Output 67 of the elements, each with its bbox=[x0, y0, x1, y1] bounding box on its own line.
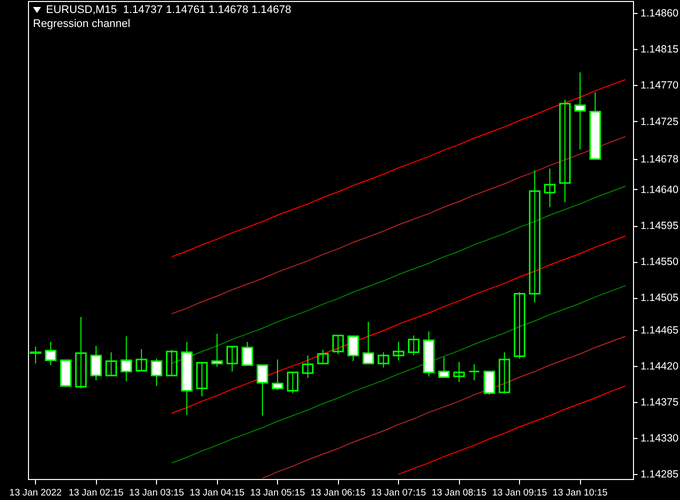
line-series bbox=[171, 136, 626, 314]
y-tick-label: 1.14375 bbox=[640, 396, 679, 409]
candlestick bbox=[574, 72, 586, 150]
y-tick-label: 1.14550 bbox=[640, 256, 679, 268]
candlestick bbox=[408, 334, 420, 356]
y-tick-label: 1.14420 bbox=[640, 360, 679, 372]
y-tick-label: 1.14595 bbox=[640, 220, 679, 232]
x-tick-label: 13 Jan 10:15 bbox=[552, 488, 608, 498]
candlestick bbox=[120, 336, 132, 382]
y-tick-label: 1.14815 bbox=[640, 44, 679, 56]
y-tick-label: 1.14678 bbox=[640, 153, 679, 166]
candlestick bbox=[256, 364, 268, 416]
text: Regression channel bbox=[33, 17, 132, 31]
x-tick-label: 13 Jan 07:15 bbox=[371, 488, 426, 498]
candlestick bbox=[317, 349, 329, 364]
candlestick bbox=[75, 316, 87, 389]
line-series bbox=[171, 186, 626, 364]
candlestick bbox=[272, 359, 284, 390]
candlestick bbox=[44, 341, 56, 366]
line-series bbox=[262, 336, 626, 479]
x-tick-label: 13 Jan 05:15 bbox=[250, 488, 306, 498]
y-tick-label: 1.14465 bbox=[640, 324, 679, 336]
candlestick bbox=[378, 352, 390, 368]
x-tick-label: 13 Jan 03:15 bbox=[129, 488, 184, 498]
candlestick bbox=[453, 361, 465, 382]
candlestick bbox=[347, 335, 359, 362]
y-tick-label: 1.14640 bbox=[640, 184, 679, 196]
candlestick bbox=[211, 333, 223, 368]
candlestick bbox=[166, 349, 178, 376]
candlestick bbox=[196, 362, 208, 397]
candlestick bbox=[332, 334, 344, 354]
line-series bbox=[398, 385, 626, 475]
candlestick bbox=[226, 346, 238, 372]
candlestick bbox=[528, 170, 540, 304]
candlestick bbox=[302, 354, 314, 378]
line-series bbox=[171, 235, 626, 414]
y-tick-label: 1.14725 bbox=[640, 116, 679, 128]
y-tick-label: 1.14505 bbox=[640, 292, 679, 304]
candlestick bbox=[90, 345, 102, 381]
y-tick-label: 1.14285 bbox=[640, 468, 679, 481]
x-tick-label: 13 Jan 02:15 bbox=[68, 488, 124, 498]
candlestick bbox=[242, 341, 254, 366]
line-series bbox=[171, 285, 626, 464]
x-tick-label: 13 Jan 04:15 bbox=[190, 488, 245, 498]
candlestick bbox=[484, 370, 496, 396]
y-tick-label: 1.14860 bbox=[640, 8, 679, 20]
x-tick-label: 13 Jan 2022 bbox=[9, 488, 62, 498]
y-tick-label: 1.14330 bbox=[640, 432, 679, 445]
candlestick bbox=[438, 356, 450, 378]
candlestick bbox=[30, 346, 42, 364]
x-tick-label: 13 Jan 09:15 bbox=[492, 488, 548, 498]
x-tick-label: 13 Jan 08:15 bbox=[432, 488, 487, 498]
line-series bbox=[171, 79, 626, 258]
chart-title: EURUSD,M15 1.14737 1.14761 1.14678 1.14678 bbox=[46, 3, 292, 17]
candlestick bbox=[468, 364, 480, 381]
candlestick bbox=[544, 168, 556, 208]
candlestick bbox=[498, 352, 510, 394]
candlestick bbox=[136, 348, 148, 372]
candlestick bbox=[150, 358, 162, 386]
x-tick-label: 13 Jan 06:15 bbox=[310, 488, 366, 498]
candlestick bbox=[362, 321, 374, 364]
candlestick bbox=[559, 99, 571, 203]
y-tick-label: 1.14770 bbox=[640, 80, 679, 92]
candlestick bbox=[392, 341, 404, 361]
candlestick bbox=[286, 372, 298, 394]
candlestick bbox=[514, 292, 526, 360]
candlestick bbox=[105, 352, 117, 376]
